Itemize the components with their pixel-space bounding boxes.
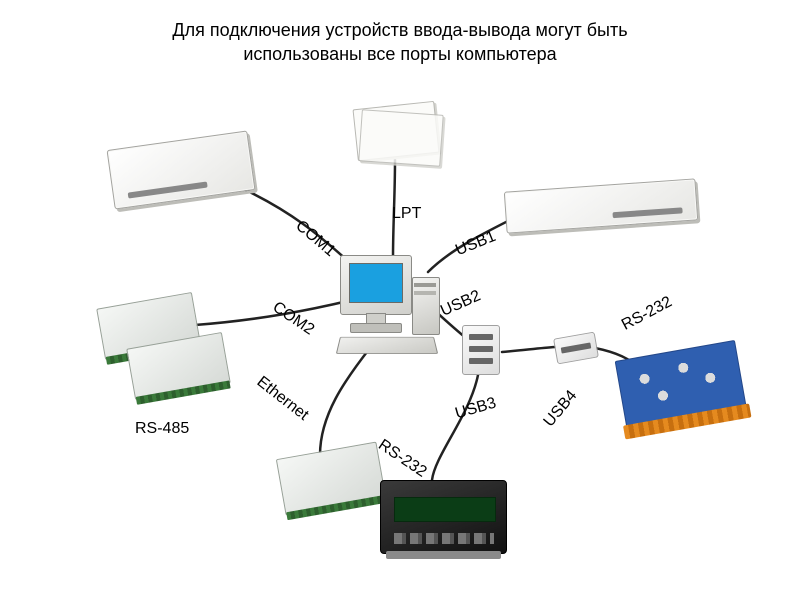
meter-display [394,497,496,522]
label-lpt: LPT [392,205,421,223]
label-com1: COM1 [292,217,339,261]
keyboard-icon [336,337,438,354]
terminal-strip [136,380,231,404]
device-lpt-box-sheet [358,109,443,167]
device-usb-dongle [553,332,599,365]
label-rs232-b: RS-232 [375,436,430,481]
device-circuit-board [615,340,748,432]
meter-feet [386,551,501,559]
connector-slot [612,207,682,218]
wire [320,348,370,455]
pc-drive-slot [414,283,436,287]
label-rs232-a: RS-232 [619,293,675,334]
device-com1-box [107,130,256,209]
pc-drive-slot-2 [414,291,436,295]
monitor-screen [349,263,403,303]
label-rs485: RS-485 [135,420,189,438]
terminal-strip [286,495,386,520]
meter-buttons [394,533,494,545]
hub-port [469,334,493,340]
label-usb3: USB3 [453,395,498,424]
device-ethernet-module [276,442,386,516]
connector-slot [128,182,208,199]
wire [502,347,555,352]
title-line-2: использованы все порты компьютера [243,44,556,64]
device-usb1-box [504,178,698,233]
computer-icon [340,255,440,355]
wire [432,375,478,480]
title-line-1: Для подключения устройств ввода-вывода м… [172,20,627,40]
device-multimeter [380,480,507,554]
diagram-title: Для подключения устройств ввода-вывода м… [0,18,800,67]
device-usb-hub [462,325,500,375]
label-ethernet: Ethernet [253,373,312,424]
hub-port [469,358,493,364]
label-usb4: USB4 [541,387,582,431]
label-usb1: USB1 [453,228,498,260]
monitor-base [350,323,402,333]
dongle-port [561,342,592,353]
label-com2: COM2 [269,299,317,340]
diagram-canvas: Для подключения устройств ввода-вывода м… [0,0,800,600]
label-usb2: USB2 [438,287,484,320]
hub-port [469,346,493,352]
